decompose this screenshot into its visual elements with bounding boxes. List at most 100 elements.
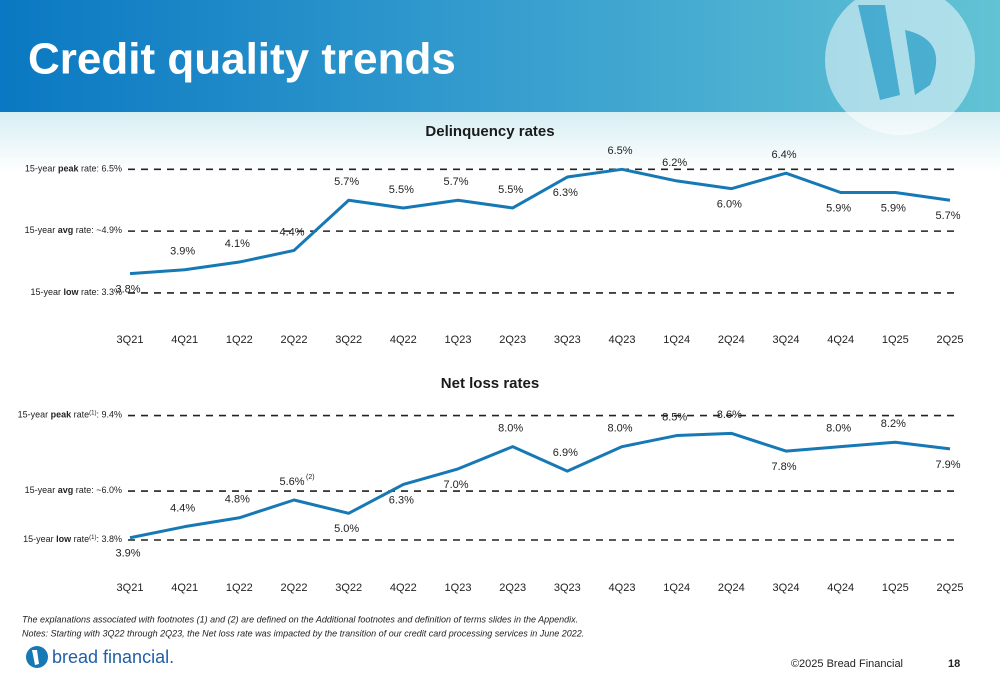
data-label: 8.0%: [607, 423, 632, 435]
x-tick-label: 2Q24: [718, 334, 745, 346]
x-tick-label: 4Q24: [827, 334, 854, 346]
reference-label-part: rate: ~6.0%: [73, 485, 122, 495]
reference-label-part: : 9.4%: [96, 410, 122, 420]
data-label: 4.1%: [225, 238, 250, 250]
data-label: 8.6%: [717, 409, 742, 421]
page-number: 18: [948, 658, 960, 670]
chart-title: Net loss rates: [441, 375, 539, 392]
data-label: 5.7%: [443, 176, 468, 188]
data-label: 7.8%: [771, 461, 796, 473]
reference-label-part: 15-year: [30, 287, 63, 297]
x-tick-label: 1Q23: [445, 334, 472, 346]
x-tick-label: 4Q21: [171, 582, 198, 594]
reference-label: 15-year peak rate(1): 9.4%: [18, 410, 122, 420]
slide-title: Credit quality trends: [28, 35, 456, 84]
x-tick-label: 2Q22: [281, 334, 308, 346]
x-tick-label: 2Q24: [718, 582, 745, 594]
x-tick-label: 3Q22: [335, 582, 362, 594]
reference-label-part: (1): [89, 535, 96, 541]
data-label: 6.2%: [662, 157, 687, 169]
data-label: 5.7%: [334, 176, 359, 188]
data-label: 5.7%: [935, 210, 960, 222]
data-label: 6.9%: [553, 447, 578, 459]
data-label: 3.8%: [115, 284, 140, 296]
data-label: 6.5%: [607, 145, 632, 157]
x-tick-label: 1Q24: [663, 334, 690, 346]
reference-label-part: avg: [58, 226, 74, 236]
x-tick-label: 3Q24: [773, 334, 800, 346]
reference-label-part: low: [56, 534, 72, 544]
reference-label: 15-year avg rate: ~6.0%: [25, 485, 122, 495]
data-label: 6.0%: [717, 199, 742, 211]
data-label: 3.9%: [170, 246, 195, 258]
chart-title: Delinquency rates: [425, 123, 554, 140]
footer-logo: [26, 646, 48, 668]
x-tick-label: 2Q23: [499, 582, 526, 594]
data-label: 6.3%: [553, 187, 578, 199]
data-label: 8.5%: [662, 411, 687, 423]
reference-label-part: rate: [71, 410, 89, 420]
x-tick-label: 1Q23: [445, 582, 472, 594]
reference-label-part: peak: [51, 410, 73, 420]
header-fade: [0, 112, 1000, 172]
reference-label-part: 15-year: [23, 534, 56, 544]
reference-label-part: : 3.8%: [96, 534, 122, 544]
header-logo-mark: [825, 0, 975, 135]
reference-label-part: (1): [89, 410, 96, 416]
reference-label: 15-year avg rate: ~4.9%: [25, 226, 122, 236]
reference-label-part: 15-year: [25, 485, 58, 495]
reference-label-part: low: [63, 287, 79, 297]
reference-label-part: 15-year: [25, 226, 58, 236]
x-tick-label: 1Q22: [226, 582, 253, 594]
reference-label-part: rate: ~4.9%: [73, 226, 122, 236]
x-tick-label: 4Q23: [609, 582, 636, 594]
data-label: 6.4%: [771, 149, 796, 161]
data-label: 4.4%: [279, 226, 304, 238]
reference-label-part: rate: [71, 534, 89, 544]
x-tick-label: 1Q24: [663, 582, 690, 594]
x-tick-label: 3Q24: [773, 582, 800, 594]
x-tick-label: 3Q21: [117, 334, 144, 346]
data-label: 5.9%: [881, 202, 906, 214]
x-tick-label: 4Q23: [609, 334, 636, 346]
data-label: 5.6%: [279, 476, 304, 488]
x-tick-label: 2Q25: [937, 334, 964, 346]
data-label: 5.5%: [498, 184, 523, 196]
data-label: 5.5%: [389, 184, 414, 196]
data-label: 5.0%: [334, 523, 359, 535]
x-tick-label: 4Q21: [171, 334, 198, 346]
x-tick-label: 2Q23: [499, 334, 526, 346]
data-label: 4.8%: [225, 494, 250, 506]
footer-logo-text: bread financial.: [52, 647, 174, 667]
x-tick-label: 3Q23: [554, 334, 581, 346]
data-label: 8.2%: [881, 418, 906, 430]
x-tick-label: 2Q22: [281, 582, 308, 594]
data-label: 3.9%: [115, 548, 140, 560]
reference-label-part: 15-year: [18, 410, 51, 420]
x-tick-label: 4Q24: [827, 582, 854, 594]
reference-label: 15-year peak rate: 6.5%: [25, 164, 122, 174]
data-label: 4.4%: [170, 503, 195, 515]
reference-label: 15-year low rate: 3.3%: [30, 287, 122, 297]
x-tick-label: 3Q21: [117, 582, 144, 594]
data-label: 7.0%: [443, 479, 468, 491]
footnote: The explanations associated with footnot…: [22, 614, 578, 624]
reference-label-part: 15-year: [25, 164, 58, 174]
x-tick-label: 1Q25: [882, 334, 909, 346]
series-line: [129, 167, 951, 276]
reference-label-part: avg: [58, 485, 74, 495]
x-tick-label: 2Q25: [937, 582, 964, 594]
series-line: [129, 431, 951, 540]
x-tick-label: 1Q25: [882, 582, 909, 594]
footnote: Notes: Starting with 3Q22 through 2Q23, …: [22, 628, 584, 638]
reference-label: 15-year low rate(1): 3.8%: [23, 534, 122, 544]
x-tick-label: 1Q22: [226, 334, 253, 346]
reference-label-part: rate: 3.3%: [78, 287, 122, 297]
x-tick-label: 3Q23: [554, 582, 581, 594]
reference-label-part: peak: [58, 164, 80, 174]
data-label-note: (2): [306, 474, 315, 481]
reference-label-part: rate: 6.5%: [78, 164, 122, 174]
x-tick-label: 4Q22: [390, 582, 417, 594]
x-tick-label: 3Q22: [335, 334, 362, 346]
